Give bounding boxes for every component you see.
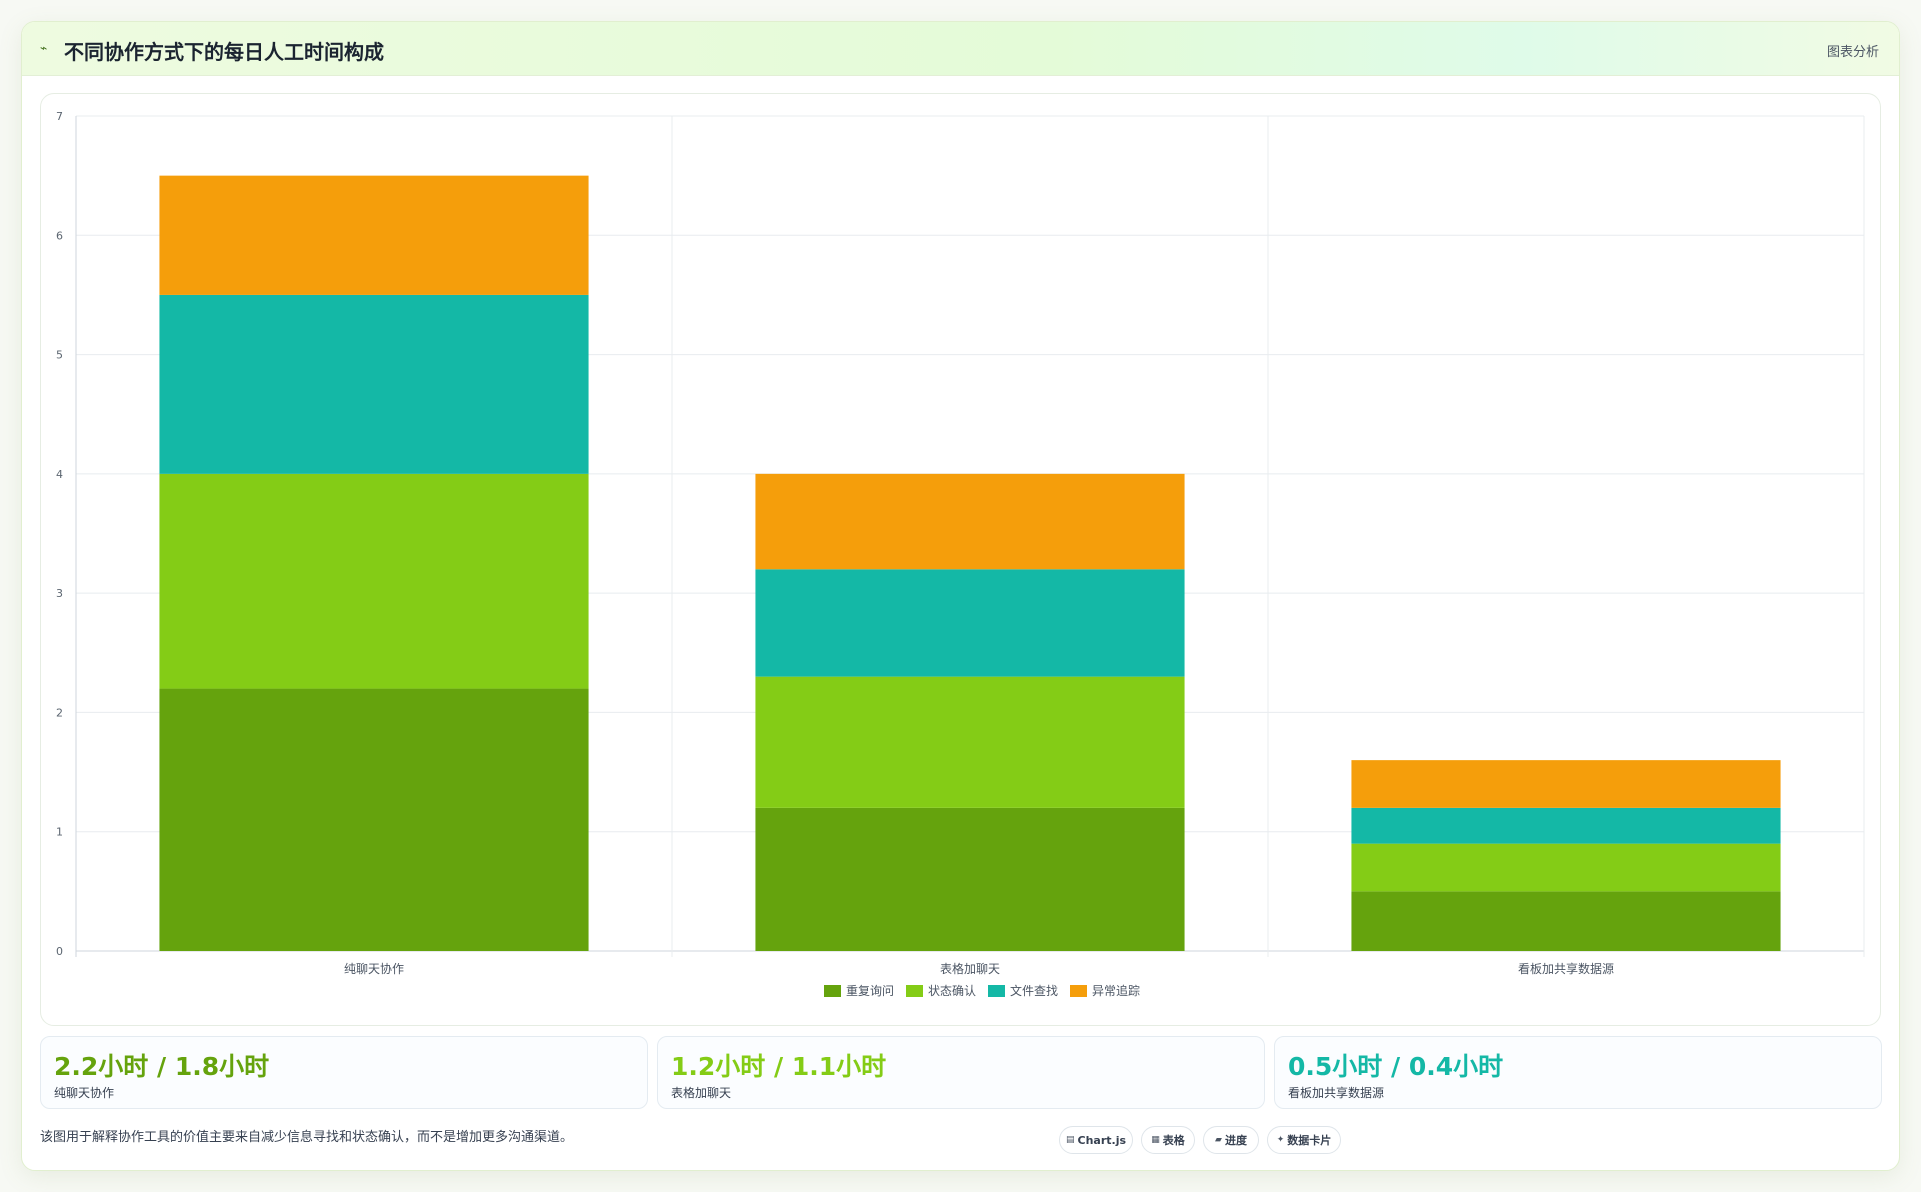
- chart-line-icon: ⌁: [40, 41, 48, 55]
- chart-card: 0 1 2 3 4 5 6 7 纯聊天协作 表格加聊天 看板加共享数据源重复询问 状态确认 文件查找 异常…: [40, 93, 1881, 1026]
- y-tick-label: 1: [56, 826, 63, 839]
- legend-label: 重复询问: [846, 984, 894, 998]
- stat-card-board: 0.5小时 / 0.4小时 看板加共享数据源: [1274, 1036, 1882, 1109]
- chart-analysis-tag: 图表分析: [1826, 45, 1879, 60]
- legend-swatch: [824, 985, 841, 997]
- stat-label: 纯聊天协作: [54, 1086, 115, 1100]
- panel-title: 不同协作方式下的每日人工时间构成: [64, 40, 384, 64]
- stat-card-sheet: 1.2小时 / 1.1小时 表格加聊天: [657, 1036, 1265, 1109]
- stat-value: 0.5小时 / 0.4小时: [1288, 1052, 1504, 1081]
- bar-segment: [755, 807, 1185, 951]
- y-tick-label: 4: [56, 468, 63, 481]
- chip-label: 表格: [1162, 1134, 1185, 1147]
- stat-label: 表格加聊天: [671, 1086, 732, 1100]
- chip-data-card[interactable]: ✦ 数据卡片: [1267, 1126, 1341, 1154]
- sparkle-icon: ✦: [1276, 1135, 1285, 1145]
- legend-swatch: [988, 985, 1005, 997]
- chip-label: 进度: [1224, 1134, 1247, 1147]
- chip-chartjs[interactable]: ▤ Chart.js: [1059, 1126, 1133, 1154]
- y-tick-label: 7: [56, 110, 63, 123]
- chip-label: Chart.js: [1077, 1133, 1127, 1147]
- chart-panel: ⌁ 不同协作方式下的每日人工时间构成 图表分析 0 1 2 3 4 5 6 7 纯聊天协作 表格加…: [21, 21, 1900, 1171]
- legend-label: 异常追踪: [1092, 983, 1140, 998]
- bar-segment: [1351, 843, 1781, 892]
- bar-segment: [159, 294, 589, 474]
- stat-value: 2.2小时 / 1.8小时: [54, 1052, 270, 1081]
- bar-segment: [1351, 891, 1781, 951]
- x-tick-label: 纯聊天协作: [344, 961, 404, 976]
- stat-card-chat: 2.2小时 / 1.8小时 纯聊天协作: [40, 1036, 648, 1109]
- bar-segment: [1351, 807, 1781, 844]
- chip-label: 数据卡片: [1287, 1134, 1332, 1147]
- y-tick-label: 0: [56, 945, 63, 958]
- stat-label: 看板加共享数据源: [1288, 1086, 1385, 1100]
- bar-segment: [755, 676, 1185, 808]
- legend-label: 状态确认: [928, 984, 976, 998]
- legend-swatch: [906, 985, 923, 997]
- y-tick-label: 6: [56, 229, 63, 242]
- bar-segment: [159, 473, 589, 689]
- y-tick-label: 2: [56, 706, 63, 719]
- bar-segment: [159, 688, 589, 951]
- progress-icon: ▰: [1215, 1135, 1222, 1145]
- y-tick-label: 5: [56, 349, 63, 362]
- bar-segment: [159, 175, 589, 295]
- bar-segment: [1351, 760, 1781, 808]
- chart-footnote: 该图用于解释协作工具的价值主要来自减少信息寻找和状态确认，而不是增加更多沟通渠道…: [40, 1130, 574, 1145]
- bar-segment: [755, 473, 1185, 570]
- chip-table[interactable]: ▦ 表格: [1141, 1126, 1195, 1154]
- x-tick-label: 看板加共享数据源: [1518, 961, 1614, 976]
- y-tick-label: 3: [56, 587, 63, 600]
- legend-label: 文件查找: [1010, 983, 1058, 998]
- x-tick-label: 表格加聊天: [940, 961, 1000, 976]
- chip-progress[interactable]: ▰ 进度: [1203, 1126, 1259, 1154]
- stat-value: 1.2小时 / 1.1小时: [671, 1052, 887, 1081]
- table-icon: ▦: [1151, 1135, 1160, 1145]
- panel-header: ⌁ 不同协作方式下的每日人工时间构成 图表分析: [22, 22, 1899, 76]
- chart-icon: ▤: [1065, 1135, 1075, 1145]
- legend-swatch: [1070, 985, 1087, 997]
- bar-segment: [755, 569, 1185, 677]
